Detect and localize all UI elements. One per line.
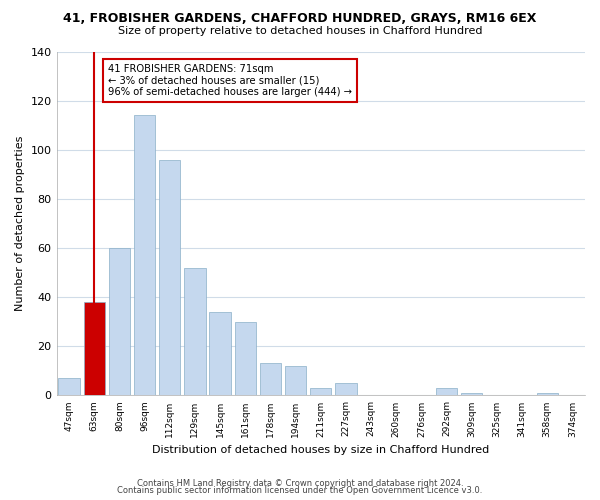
- Text: Size of property relative to detached houses in Chafford Hundred: Size of property relative to detached ho…: [118, 26, 482, 36]
- Y-axis label: Number of detached properties: Number of detached properties: [15, 136, 25, 311]
- Bar: [209, 312, 231, 396]
- Bar: [134, 116, 155, 396]
- Text: 41 FROBISHER GARDENS: 71sqm
← 3% of detached houses are smaller (15)
96% of semi: 41 FROBISHER GARDENS: 71sqm ← 3% of deta…: [108, 64, 352, 97]
- Bar: [235, 322, 256, 396]
- Bar: [159, 160, 181, 396]
- Bar: [285, 366, 307, 396]
- Bar: [184, 268, 206, 396]
- Bar: [83, 302, 105, 396]
- Bar: [436, 388, 457, 396]
- Text: Contains public sector information licensed under the Open Government Licence v3: Contains public sector information licen…: [118, 486, 482, 495]
- Bar: [109, 248, 130, 396]
- Bar: [58, 378, 80, 396]
- Text: 41, FROBISHER GARDENS, CHAFFORD HUNDRED, GRAYS, RM16 6EX: 41, FROBISHER GARDENS, CHAFFORD HUNDRED,…: [64, 12, 536, 26]
- Bar: [260, 364, 281, 396]
- Bar: [310, 388, 331, 396]
- Bar: [536, 393, 558, 396]
- X-axis label: Distribution of detached houses by size in Chafford Hundred: Distribution of detached houses by size …: [152, 445, 490, 455]
- Bar: [335, 383, 356, 396]
- Bar: [461, 393, 482, 396]
- Text: Contains HM Land Registry data © Crown copyright and database right 2024.: Contains HM Land Registry data © Crown c…: [137, 478, 463, 488]
